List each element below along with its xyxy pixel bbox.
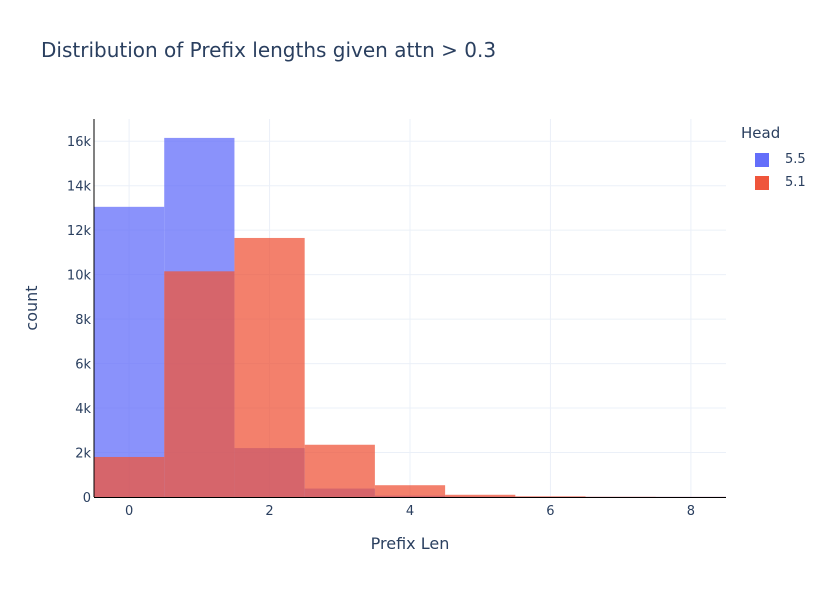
bar-5-1-bin-1[interactable]	[164, 271, 235, 497]
y-tick-label: 6k	[75, 358, 91, 373]
y-tick-label: 14k	[67, 180, 92, 195]
y-tick-label: 16k	[67, 135, 92, 150]
x-tick-label: 4	[406, 504, 414, 519]
chart-title: Distribution of Prefix lengths given att…	[41, 38, 497, 62]
y-tick-label: 2k	[75, 447, 91, 462]
legend-title: Head	[741, 124, 781, 142]
legend-swatch	[755, 175, 769, 190]
y-axis-label: count	[22, 285, 41, 330]
legend-swatch	[755, 152, 769, 167]
axes-layer	[93, 119, 726, 498]
legend-label: 5.5	[785, 152, 806, 167]
x-tick-label: 8	[687, 504, 695, 519]
x-axis-label: Prefix Len	[371, 534, 450, 553]
y-tick-label: 0	[83, 491, 91, 506]
legend-item-series-1[interactable]: 5.5	[741, 148, 806, 171]
y-tick-label: 12k	[67, 224, 92, 239]
legend-label: 5.1	[785, 175, 806, 190]
bar-5-1-bin-0[interactable]	[94, 456, 165, 497]
x-tick-label: 0	[125, 504, 133, 519]
x-tick-label: 2	[265, 504, 273, 519]
y-tick-label: 8k	[75, 313, 91, 328]
bar-5-1-bin-4[interactable]	[374, 485, 446, 497]
bars-layer	[94, 137, 726, 498]
bar-5-1-bin-3[interactable]	[304, 444, 375, 497]
y-tick-label: 4k	[75, 402, 91, 417]
tick-labels: 0 2 4 6 8 0 2k 4k 6k 8k 10k 12k 14k 16k	[67, 135, 695, 519]
bar-5-1-bin-5[interactable]	[445, 494, 516, 497]
x-tick-label: 6	[546, 504, 554, 519]
bar-5-1-bin-6[interactable]	[515, 496, 586, 497]
y-tick-label: 10k	[67, 269, 92, 284]
bar-5-1-bin-2[interactable]	[234, 237, 305, 498]
legend-item-series-2[interactable]: 5.1	[741, 171, 806, 194]
legend: Head 5.5 5.1	[741, 124, 806, 194]
bar-5-5-bin-0[interactable]	[94, 206, 165, 497]
